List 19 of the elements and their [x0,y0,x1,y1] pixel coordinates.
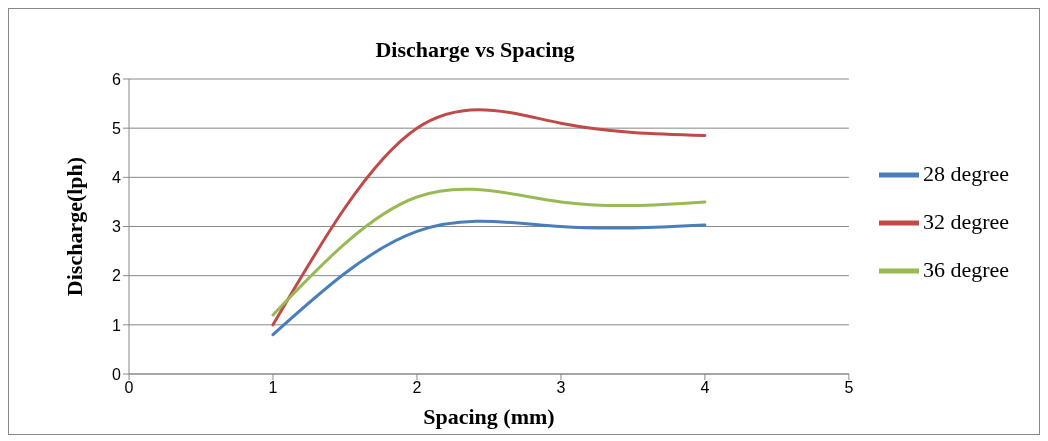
x-tick-label: 2 [412,379,422,397]
y-tick-label: 5 [112,119,122,137]
legend-label: 36 degree [922,256,1009,282]
y-tick-label: 6 [112,70,122,88]
y-tick-label: 1 [112,316,122,334]
x-tick-label: 1 [268,379,278,397]
y-tick-label: 2 [112,267,122,285]
legend-label: 32 degree [922,208,1009,234]
x-axis-title: Spacing (mm) [423,404,555,429]
y-tick-label: 4 [112,169,122,187]
y-tick-label: 3 [112,218,122,236]
y-tick-label: 0 [112,365,122,383]
x-tick-label: 3 [556,379,566,397]
x-tick-label: 4 [700,379,710,397]
y-axis-title: Discharge(lph) [61,156,87,297]
legend-label: 28 degree [922,160,1009,186]
x-tick-label: 0 [124,379,134,397]
x-tick-label: 5 [844,379,854,397]
chart-title: Discharge vs Spacing [374,37,576,63]
